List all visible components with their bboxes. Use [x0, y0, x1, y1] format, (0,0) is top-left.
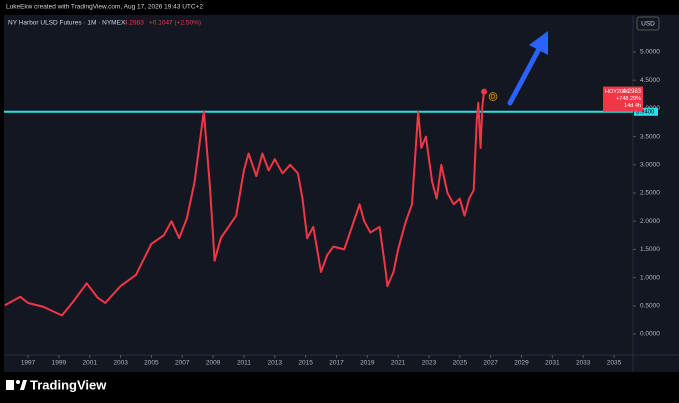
last-value: 4.2983 [124, 20, 144, 27]
chart-area [4, 15, 679, 372]
legend: NY Harbor ULSD Futures · 1M · NYMEX 4.29… [8, 20, 201, 27]
logo-mark [6, 380, 14, 390]
level-label: 3.9400 [636, 109, 655, 115]
y-tick-label: 0.5000 [640, 303, 660, 310]
marker: D [491, 95, 496, 101]
chart-title: NY Harbor ULSD Futures · 1M · NYMEX [8, 20, 126, 27]
brand: TradingView [30, 377, 107, 392]
price-label-box [603, 86, 643, 112]
currency-box[interactable] [636, 16, 660, 31]
x-tick-label: 2035 [607, 360, 622, 367]
y-tick-label: 4.5000 [640, 77, 660, 84]
currency: USD [641, 21, 655, 28]
x-tick-label: 2005 [144, 360, 159, 367]
logo-slash [20, 380, 27, 390]
x-tick-label: 2007 [175, 360, 190, 367]
y-tick-label: 2.0000 [640, 218, 660, 225]
last-point [481, 88, 488, 95]
x-tick-label: 2001 [83, 360, 98, 367]
y-tick-label: 2.5000 [640, 190, 660, 197]
x-tick-label: 1997 [21, 360, 36, 367]
y-tick-label: 5.0000 [640, 49, 660, 56]
x-tick-label: 2011 [237, 360, 251, 367]
y-tick-label: 3.0000 [640, 162, 660, 169]
x-tick-label: 1999 [52, 360, 67, 367]
x-tick-label: 2019 [360, 360, 375, 367]
countdown: 14d 4h [624, 103, 641, 109]
x-tick-label: 2033 [576, 360, 591, 367]
y-tick-label: 1.0000 [640, 274, 660, 281]
change-percent: +748.29% [616, 96, 641, 102]
y-tick-label: 0.0000 [640, 331, 660, 338]
y-tick-label: 1.5000 [640, 246, 660, 253]
x-tick-label: 2023 [422, 360, 437, 367]
symbol: HOY2026 [605, 89, 629, 95]
marker-circle [488, 92, 498, 101]
y-tick-label: 3.5000 [640, 133, 660, 140]
x-tick-label: 2029 [514, 360, 529, 367]
arrow [507, 31, 548, 106]
x-tick-label: 2009 [206, 360, 221, 367]
x-tick-label: 2003 [113, 360, 128, 367]
x-tick-label: 2031 [545, 360, 560, 367]
x-tick-label: 2017 [329, 360, 344, 367]
price-label: 4.2983 [623, 89, 642, 95]
level-label-box [634, 107, 658, 116]
x-tick-label: 2021 [391, 360, 406, 367]
x-tick-label: 2027 [483, 360, 498, 367]
x-tick-label: 2015 [298, 360, 313, 367]
footer: TradingView [6, 377, 107, 392]
price-line [4, 91, 485, 317]
logo-dot [16, 380, 20, 384]
x-tick-label: 2013 [268, 360, 283, 367]
change: +0.1047 (+2.50%) [149, 20, 201, 27]
x-tick-label: 2025 [453, 360, 468, 367]
caption: LukeEkw created with TradingView.com, Au… [6, 4, 203, 11]
